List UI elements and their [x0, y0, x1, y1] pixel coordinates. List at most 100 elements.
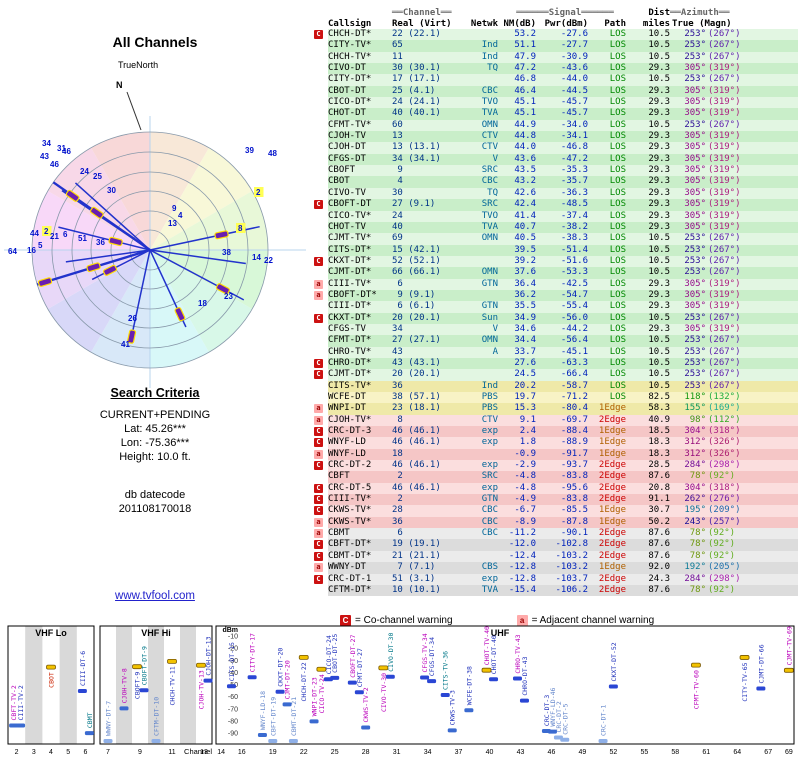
cell-warning-marker: a: [312, 414, 328, 427]
cell-path: 1Edge: [598, 437, 626, 448]
cell-nm: 33.7: [514, 346, 536, 357]
table-body: C CHCH-DT* 22 (22.1) 53.2 -27.6 LOS 10.5 253° (2…: [312, 29, 798, 597]
cell-dist: 87.6: [648, 550, 670, 561]
svg-text:CKWS-TV-3: CKWS-TV-3: [449, 690, 457, 725]
cell-pwr: -85.5: [560, 505, 588, 516]
cell-dist: 29.3: [648, 210, 670, 221]
svg-text:7: 7: [106, 749, 110, 756]
svg-text:8: 8: [238, 224, 243, 233]
tvfool-link[interactable]: www.tvfool.com: [115, 590, 195, 602]
cell-pwr: -103.2: [555, 550, 588, 561]
cell-path: LOS: [609, 278, 626, 289]
cell-channel: 25 (4.1): [392, 85, 436, 96]
table-row: C CBFT-DT* 19 (19.1) -12.0 -102.8 2Edge 87.6 78…: [312, 539, 798, 551]
cell-warning-marker: [312, 244, 328, 256]
cell-path: 1Edge: [598, 516, 626, 527]
cell-callsign: CBOFT-DT*: [328, 289, 377, 300]
svg-text:16: 16: [27, 246, 36, 255]
cell-path: 1Edge: [598, 426, 626, 437]
cell-callsign: CITS-TV*: [328, 380, 372, 391]
svg-text:69: 69: [785, 749, 793, 756]
cell-channel: 66 (66.1): [392, 267, 441, 278]
table-row: CFGS-TV 34 V 34.6 -44.2 LOS 29.3 305° (319°): [312, 323, 798, 336]
co-channel-warning-icon: C: [340, 615, 351, 626]
svg-text:58: 58: [671, 749, 679, 756]
svg-text:TrueNorth: TrueNorth: [118, 60, 158, 70]
cell-dist: 18.5: [648, 426, 670, 437]
cell-warning-marker: a: [312, 403, 328, 415]
cell-nm: 35.5: [514, 301, 536, 312]
header-cell: [312, 19, 328, 30]
cell-dist: 40.9: [648, 414, 670, 425]
cell-pwr: -102.8: [555, 539, 588, 550]
cell-pwr: -45.1: [560, 346, 588, 357]
cell-path: 1Edge: [598, 403, 626, 414]
cell-nm: 9.1: [519, 414, 536, 425]
svg-text:CHCH-TV-11: CHCH-TV-11: [169, 666, 177, 705]
cell-az-true: 253°: [684, 119, 706, 130]
cell-az-magn: (112°): [708, 414, 741, 425]
cell-warning-marker: C: [312, 369, 328, 381]
cell-az-true: 253°: [684, 335, 706, 346]
cell-channel: 52 (52.1): [392, 255, 441, 266]
cell-az-magn: (319°): [708, 301, 741, 312]
cell-az-true: 312°: [684, 437, 706, 448]
cell-pwr: -51.4: [560, 244, 588, 255]
header-cell: ══Channel══: [392, 8, 452, 18]
cell-dist: 20.8: [648, 482, 670, 493]
svg-text:CJMT-DT-20: CJMT-DT-20: [284, 660, 292, 699]
cell-az-true: 195°: [684, 505, 706, 516]
table-row: C CKXT-DT* 52 (52.1) 39.2 -51.6 LOS 10.5 253° (2…: [312, 255, 798, 268]
cell-path: LOS: [609, 233, 626, 244]
svg-text:43: 43: [40, 152, 49, 161]
cell-path: LOS: [609, 369, 626, 380]
cell-dist: 29.3: [648, 176, 670, 187]
cell-channel: 6 (6.1): [392, 301, 436, 312]
table-row: C CRC-DT-5 46 (46.1) exp -4.8 -95.6 2Edge 20.8 3…: [312, 482, 798, 495]
cell-dist: 29.3: [648, 131, 670, 142]
svg-text:CIVO-TV-30: CIVO-TV-30: [380, 673, 388, 712]
cell-az-true: 284°: [684, 460, 706, 471]
cell-az-magn: (92°): [708, 471, 736, 482]
cell-pwr: -43.6: [560, 63, 588, 74]
cell-channel: 21 (21.1): [392, 550, 441, 561]
cell-pwr: -93.7: [560, 460, 588, 471]
cell-netwk: exp: [481, 437, 498, 448]
cell-netwk: PBS: [481, 403, 498, 414]
cell-az-magn: (319°): [708, 221, 741, 232]
cell-callsign: CHRO-TV*: [328, 346, 372, 357]
cell-callsign: CJMT-TV*: [328, 233, 372, 244]
cell-callsign: WCFE-DT: [328, 392, 366, 402]
cell-az-magn: (319°): [708, 142, 741, 153]
cell-nm: 24.5: [514, 369, 536, 380]
cell-pwr: -38.3: [560, 233, 588, 244]
cell-netwk: CBC: [481, 505, 498, 516]
svg-text:CFGS-TV-34: CFGS-TV-34: [421, 633, 429, 672]
cell-netwk: A: [492, 346, 498, 357]
cell-dist: 29.3: [648, 199, 670, 210]
cell-pwr: -90.1: [560, 528, 588, 539]
cell-channel: 43 (43.1): [392, 357, 441, 368]
svg-text:CKXT-DT-52: CKXT-DT-52: [610, 642, 618, 681]
svg-text:34: 34: [424, 749, 432, 756]
svg-text:6: 6: [83, 749, 87, 756]
svg-text:6: 6: [63, 230, 68, 239]
cell-callsign: CITY-DT*: [328, 74, 372, 85]
header-real-virt: Real (Virt): [392, 18, 452, 29]
cell-callsign: CFTM-DT*: [328, 584, 372, 595]
svg-text:CITY-TV-65: CITY-TV-65: [741, 662, 749, 701]
table-row: C WNYF-LD 46 (46.1) exp 1.8 -88.9 1Edge 18.3 312…: [312, 437, 798, 449]
cell-nm: 39.2: [514, 255, 536, 266]
cell-dist: 10.5: [648, 40, 670, 51]
cell-channel: 30 (30.1): [392, 63, 441, 74]
table-row: CFMT-TV* 60 OMN 44.9 -34.0 LOS 10.5 253° (267°): [312, 119, 798, 132]
cell-nm: 45.1: [514, 108, 536, 119]
cell-netwk: SRC: [481, 165, 498, 176]
cell-az-magn: (319°): [708, 63, 741, 74]
cell-dist: 29.3: [648, 301, 670, 312]
cell-nm: 44.8: [514, 131, 536, 142]
cell-warning-marker: C: [312, 426, 328, 438]
table-row: a CIII-TV* 6 GTN 36.4 -42.5 LOS 29.3 305° (319°): [312, 278, 798, 290]
cell-callsign: WWNY-DT: [328, 562, 366, 573]
